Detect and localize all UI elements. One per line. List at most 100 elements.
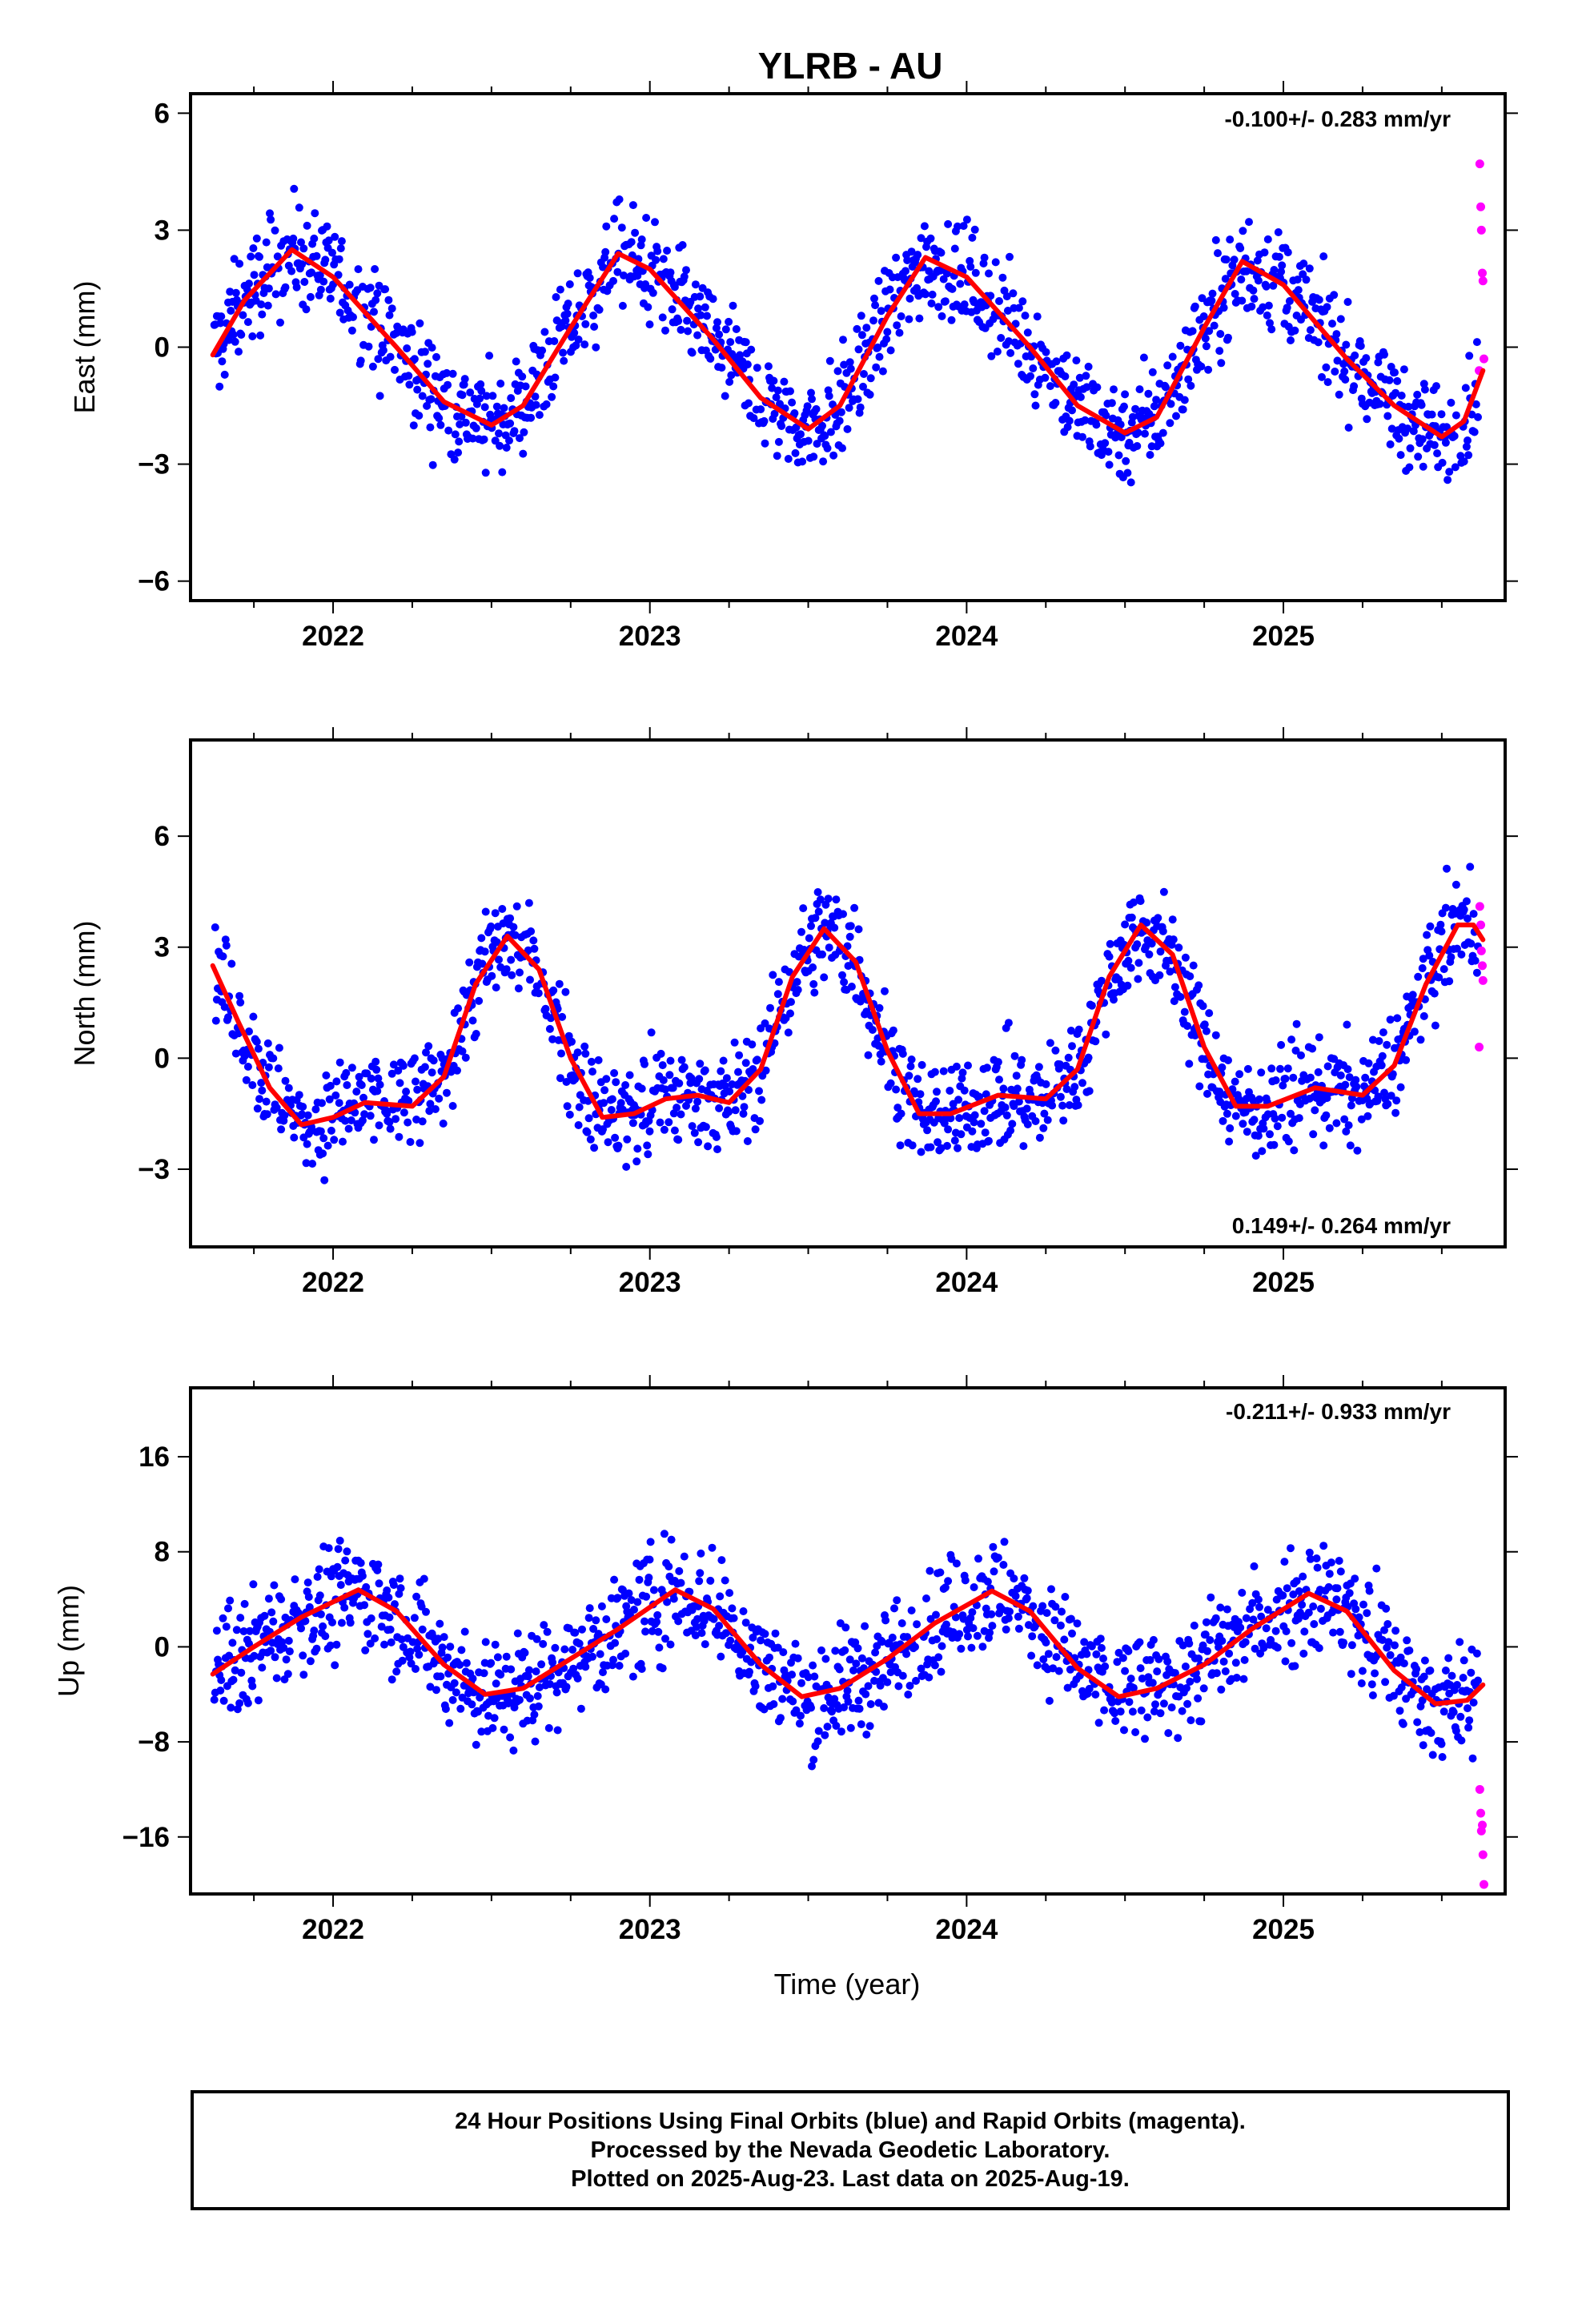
final-orbit-point — [1248, 1598, 1257, 1607]
final-orbit-point — [600, 1099, 608, 1108]
final-orbit-point — [691, 1104, 700, 1113]
final-orbit-point — [886, 346, 895, 355]
final-orbit-point — [893, 1104, 902, 1112]
final-orbit-point — [1428, 1751, 1437, 1759]
final-orbit-point — [1318, 372, 1326, 381]
final-orbit-point — [299, 1651, 307, 1660]
final-orbit-point — [628, 1119, 637, 1128]
final-orbit-point — [510, 427, 519, 436]
final-orbit-point — [1451, 463, 1460, 472]
final-orbit-point — [1176, 992, 1185, 1001]
final-orbit-point — [925, 267, 934, 275]
final-orbit-point — [413, 1085, 422, 1094]
final-orbit-point — [1195, 1082, 1204, 1091]
final-orbit-point — [1169, 935, 1178, 944]
final-orbit-point — [998, 273, 1007, 282]
final-orbit-point — [453, 1066, 461, 1075]
final-orbit-point — [882, 335, 891, 344]
final-orbit-point — [387, 1638, 396, 1647]
final-orbit-point — [830, 1695, 839, 1703]
final-orbit-point — [1074, 1025, 1083, 1034]
final-orbit-point — [1372, 1564, 1381, 1573]
final-orbit-point — [1291, 1046, 1300, 1055]
final-orbit-point — [541, 1004, 550, 1013]
final-orbit-point — [987, 352, 996, 360]
final-orbit-point — [727, 371, 736, 380]
final-orbit-point — [335, 308, 344, 317]
final-orbit-point — [990, 1567, 998, 1576]
final-orbit-point — [1255, 1095, 1263, 1104]
final-orbit-point — [431, 1105, 440, 1113]
final-orbit-point — [893, 1596, 901, 1605]
final-orbit-point — [677, 1055, 686, 1064]
final-orbit-point — [1178, 1707, 1186, 1715]
final-orbit-point — [1355, 1613, 1363, 1622]
final-orbit-point — [1204, 365, 1213, 374]
final-orbit-point — [307, 268, 315, 277]
final-orbit-point — [1105, 952, 1114, 961]
final-orbit-point — [1353, 1146, 1362, 1155]
final-orbit-point — [448, 369, 457, 378]
final-orbit-point — [808, 395, 816, 404]
final-orbit-point — [695, 1577, 704, 1586]
final-orbit-point — [658, 1664, 667, 1673]
final-orbit-point — [386, 1124, 395, 1133]
final-orbit-point — [797, 927, 805, 936]
final-orbit-point — [236, 998, 245, 1007]
final-orbit-point — [1031, 1117, 1040, 1125]
final-orbit-point — [805, 934, 813, 943]
final-orbit-point — [917, 1060, 926, 1069]
final-orbit-point — [485, 352, 494, 360]
final-orbit-point — [753, 1055, 761, 1064]
final-orbit-point — [1180, 1007, 1189, 1016]
rapid-orbit-point — [1476, 225, 1486, 235]
final-orbit-point — [1257, 1612, 1266, 1621]
final-orbit-point — [297, 1624, 305, 1633]
final-orbit-point — [1207, 1593, 1215, 1602]
final-orbit-point — [1413, 1718, 1422, 1727]
final-orbit-point — [495, 955, 503, 964]
final-orbit-point — [839, 336, 847, 344]
final-orbit-point — [246, 1626, 255, 1635]
final-orbit-point — [1382, 1604, 1391, 1613]
final-orbit-point — [284, 1636, 293, 1645]
final-orbit-point — [1139, 353, 1148, 362]
final-orbit-point — [955, 1630, 964, 1638]
final-orbit-point — [491, 1640, 500, 1649]
final-orbit-point — [1018, 297, 1027, 306]
final-orbit-point — [868, 1026, 877, 1034]
final-orbit-point — [1364, 1059, 1373, 1068]
final-orbit-point — [1249, 1096, 1258, 1105]
final-orbit-point — [539, 1639, 548, 1648]
final-orbit-point — [1437, 1739, 1446, 1748]
final-orbit-point — [512, 902, 521, 911]
final-orbit-point — [656, 1118, 665, 1127]
y-axis-label: Up (mm) — [52, 1585, 85, 1697]
final-orbit-point — [1437, 410, 1446, 419]
final-orbit-point — [1472, 968, 1481, 977]
final-orbit-point — [809, 979, 818, 988]
rapid-orbit-points — [1475, 159, 1488, 376]
final-orbit-point — [1043, 1116, 1052, 1124]
final-orbit-point — [780, 377, 789, 386]
final-orbit-point — [267, 1647, 275, 1655]
final-orbit-point — [1343, 1020, 1351, 1029]
final-orbit-point — [1195, 981, 1203, 990]
final-orbit-point — [1222, 255, 1231, 264]
final-orbit-point — [545, 1680, 554, 1688]
final-orbit-point — [232, 1626, 241, 1634]
final-orbit-point — [1278, 1113, 1287, 1122]
final-orbit-point — [1278, 261, 1287, 270]
final-orbit-point — [799, 904, 808, 913]
rapid-orbit-point — [1476, 1808, 1486, 1818]
final-orbit-point — [301, 1617, 310, 1626]
final-orbit-point — [1134, 975, 1142, 983]
final-orbit-point — [1056, 1092, 1065, 1101]
final-orbit-point — [345, 280, 354, 289]
final-orbit-point — [1164, 1729, 1173, 1738]
final-orbit-point — [424, 1042, 433, 1051]
final-orbit-point — [342, 1068, 351, 1077]
final-orbit-point — [993, 348, 1002, 356]
x-tick-label: 2024 — [935, 1267, 998, 1298]
final-orbit-point — [543, 1627, 552, 1636]
